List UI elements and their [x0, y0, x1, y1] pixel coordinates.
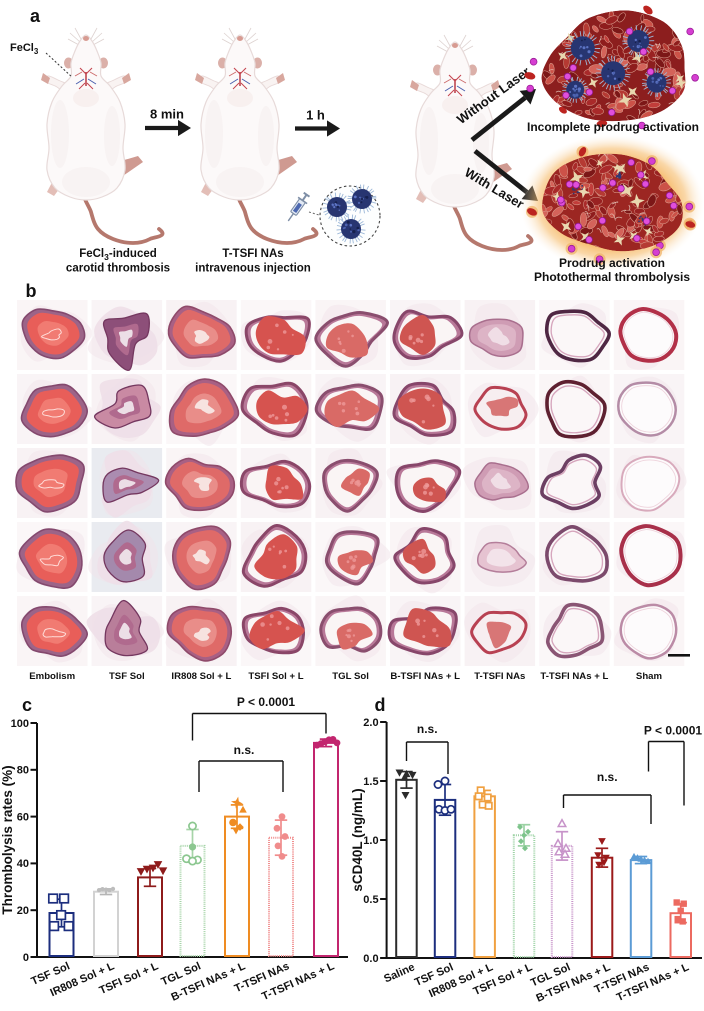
- svg-text:0.5: 0.5: [363, 894, 378, 906]
- svg-text:0.0: 0.0: [363, 953, 378, 965]
- svg-text:0: 0: [23, 952, 29, 964]
- svg-text:Thrombolysis rates (%): Thrombolysis rates (%): [0, 765, 15, 914]
- svg-text:Photothermal thrombolysis: Photothermal thrombolysis: [534, 270, 690, 284]
- svg-text:carotid thrombosis: carotid thrombosis: [66, 263, 170, 275]
- svg-text:TGL Sol: TGL Sol: [332, 671, 369, 682]
- svg-text:60: 60: [17, 811, 29, 823]
- svg-text:c: c: [22, 695, 32, 715]
- svg-text:FeCl3: FeCl3: [10, 42, 39, 56]
- svg-text:2.0: 2.0: [363, 717, 378, 729]
- svg-text:TSFI Sol + L: TSFI Sol + L: [248, 671, 303, 682]
- svg-text:n.s.: n.s.: [234, 743, 255, 757]
- svg-text:Incomplete prodrug activation: Incomplete prodrug activation: [527, 120, 699, 134]
- svg-text:b: b: [26, 281, 37, 301]
- svg-text:n.s.: n.s.: [597, 770, 618, 784]
- svg-text:d: d: [375, 695, 386, 715]
- svg-text:Prodrug activation: Prodrug activation: [559, 256, 665, 270]
- svg-text:FeCl3-induced: FeCl3-induced: [79, 248, 157, 262]
- svg-text:Embolism: Embolism: [29, 671, 75, 682]
- svg-text:100: 100: [11, 718, 29, 730]
- svg-text:80: 80: [17, 765, 29, 777]
- svg-text:a: a: [30, 6, 41, 26]
- svg-text:n.s.: n.s.: [417, 722, 438, 736]
- svg-text:T-TSFI NAs + L: T-TSFI NAs + L: [540, 671, 608, 682]
- svg-text:intravenous injection: intravenous injection: [195, 263, 311, 275]
- svg-text:P < 0.0001: P < 0.0001: [644, 724, 702, 738]
- svg-text:20: 20: [17, 905, 29, 917]
- svg-text:Sham: Sham: [636, 671, 662, 682]
- svg-text:40: 40: [17, 858, 29, 870]
- svg-text:TSF Sol: TSF Sol: [109, 671, 145, 682]
- svg-text:B-TSFI NAs + L: B-TSFI NAs + L: [390, 671, 460, 682]
- svg-text:IR808 Sol + L: IR808 Sol + L: [171, 671, 231, 682]
- svg-text:T-TSFI NAs: T-TSFI NAs: [222, 248, 283, 260]
- svg-text:1 h: 1 h: [306, 108, 325, 123]
- svg-text:sCD40L (ng/mL): sCD40L (ng/mL): [350, 788, 365, 891]
- svg-text:1.5: 1.5: [363, 776, 378, 788]
- svg-text:P < 0.0001: P < 0.0001: [237, 695, 295, 709]
- svg-text:8 min: 8 min: [150, 107, 184, 122]
- svg-text:T-TSFI NAs: T-TSFI NAs: [474, 671, 525, 682]
- svg-text:1.0: 1.0: [363, 835, 378, 847]
